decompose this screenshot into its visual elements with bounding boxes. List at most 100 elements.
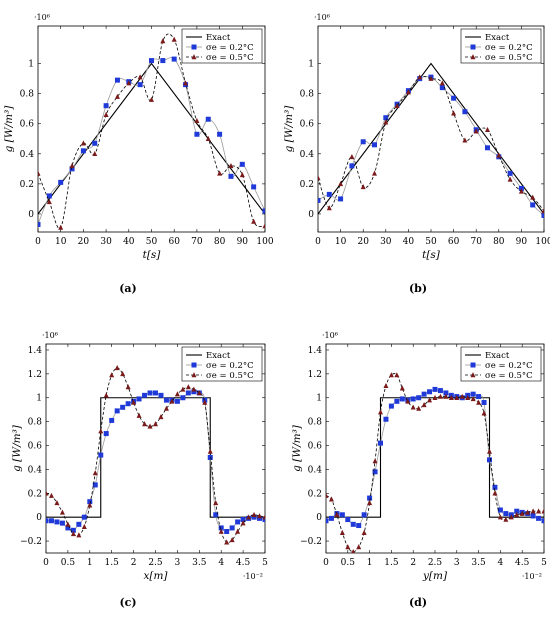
y-tick-label: 0.4 (20, 150, 35, 160)
y-tick-label: 0 (316, 513, 322, 523)
series-s05-point (530, 194, 536, 200)
series-s05-point (251, 218, 257, 224)
series-s02-point (345, 517, 351, 523)
x-tick-label: 1 (367, 558, 373, 568)
series-s05-point (514, 511, 520, 518)
series-s05-point (196, 390, 202, 396)
series-s05-point (262, 514, 265, 520)
legend-s05-label: σe = 0.5°C (206, 53, 254, 63)
series-s02-point (228, 173, 234, 179)
series-s05-point (126, 80, 132, 86)
legend-s05-swatch (470, 54, 476, 60)
series-s05-point (69, 162, 75, 169)
y-tick-label: 0.4 (28, 465, 43, 475)
series-s05-point (224, 539, 230, 545)
series-s05-point (240, 520, 246, 526)
legend-s02-swatch (470, 362, 476, 368)
y-tick-label: 1 (308, 60, 314, 70)
x-tick-label: 70 (470, 237, 482, 247)
series-s02-point (451, 95, 457, 101)
y-tick-label: 0.8 (300, 90, 315, 100)
series-s05-point (103, 392, 109, 398)
series-s02-point (432, 386, 438, 392)
series-s05-point (160, 38, 166, 44)
series-s05-point (87, 502, 93, 508)
series-s02-point (410, 396, 416, 402)
series-s05-point (372, 170, 377, 176)
x-tick-label: 3 (175, 558, 181, 568)
series-s05-point (217, 170, 223, 176)
series-s05-point (428, 75, 434, 81)
legend-s05-swatch (191, 54, 197, 60)
chart-panel-1: 0 10 20 30 40 50 60 70 80 90 100 0 0.2 0.4 0.6 0.8 1 ·10⁶… (3, 13, 274, 295)
series-s05-point (205, 135, 211, 142)
series-s02-point (462, 109, 468, 115)
series-s02-point (194, 131, 200, 137)
x-axis-label: x[m] (143, 570, 168, 582)
series-s02-point (54, 519, 60, 525)
series-s05-point (229, 537, 235, 543)
x-tick-label: 90 (237, 237, 249, 247)
x-tick-label: 20 (78, 237, 90, 247)
series-s05-point (454, 394, 460, 400)
series-s05-point (109, 372, 115, 378)
series-s05-point (508, 514, 514, 520)
series-s05-point (338, 181, 344, 187)
series-s05-point (378, 409, 383, 415)
series-s02-point (372, 142, 377, 148)
series-s02-point (103, 103, 109, 109)
series-s05-point (519, 510, 525, 516)
series-s05-point (174, 391, 180, 397)
series-s05-point (147, 423, 153, 429)
y-tick-label: 0 (36, 513, 42, 523)
series-s05-point (142, 421, 148, 427)
series-s05-point (530, 508, 536, 514)
series-s02-point (394, 398, 400, 404)
series-s02-point (158, 392, 164, 398)
series-s02-point (481, 400, 487, 406)
series-s05-point (207, 448, 213, 454)
series-s02-point (137, 82, 143, 88)
series-s05-point (476, 399, 482, 405)
x-multiplier: ·10⁻² (243, 572, 263, 581)
y-axis-label: g [W/m³] (291, 424, 303, 472)
y-tick-label: 0.4 (308, 465, 323, 475)
series-s02-point (339, 512, 345, 518)
series-s05-point (437, 393, 443, 399)
legend-s02-swatch (470, 44, 476, 50)
y-tick-label: 0.2 (300, 180, 314, 190)
chart-panel-2: 0 10 20 30 40 50 60 70 80 90 100 0 0.2 0.4 0.6 0.8 1 ·10⁶… (283, 13, 550, 295)
series-s02-point (114, 77, 120, 83)
x-tick-label: 5 (541, 558, 547, 568)
series-s02-point (109, 417, 115, 423)
legend-s02-label: σe = 0.2°C (206, 43, 254, 53)
series-s05-point (136, 412, 142, 418)
series-s05-point (171, 36, 177, 42)
series-s02-point (251, 184, 257, 190)
series-s02-point (98, 452, 104, 458)
series-s05-point (525, 509, 531, 515)
series-s05-point (432, 394, 438, 400)
series-s05-point (462, 137, 468, 143)
series-s02-point (399, 396, 405, 402)
series-s02-point (383, 416, 389, 422)
y-axis-label: g [W/m³] (283, 105, 295, 153)
series-s02-point (326, 191, 332, 197)
series-s05-point (372, 458, 378, 464)
y-multiplier: ·10⁶ (34, 13, 50, 22)
series-s05-point (405, 89, 411, 95)
series-s02-point (142, 392, 148, 398)
series-s02-point (180, 395, 186, 401)
series-s05-point (153, 421, 158, 427)
series-s05-point (194, 117, 200, 123)
series-s05-point (326, 492, 329, 498)
legend-exact-label: Exact (206, 33, 231, 43)
x-tick-label: 4.5 (515, 558, 530, 568)
series-s02-point (65, 525, 71, 531)
legend-s02-swatch (191, 362, 197, 368)
y-tick-label: 0.6 (308, 442, 323, 452)
series-s02-point (485, 145, 490, 151)
series-s02-point (497, 507, 503, 513)
